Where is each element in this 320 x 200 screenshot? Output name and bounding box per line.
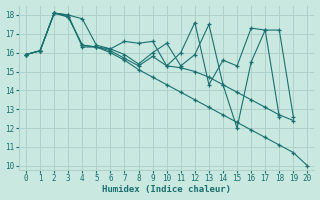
X-axis label: Humidex (Indice chaleur): Humidex (Indice chaleur) bbox=[102, 185, 231, 194]
